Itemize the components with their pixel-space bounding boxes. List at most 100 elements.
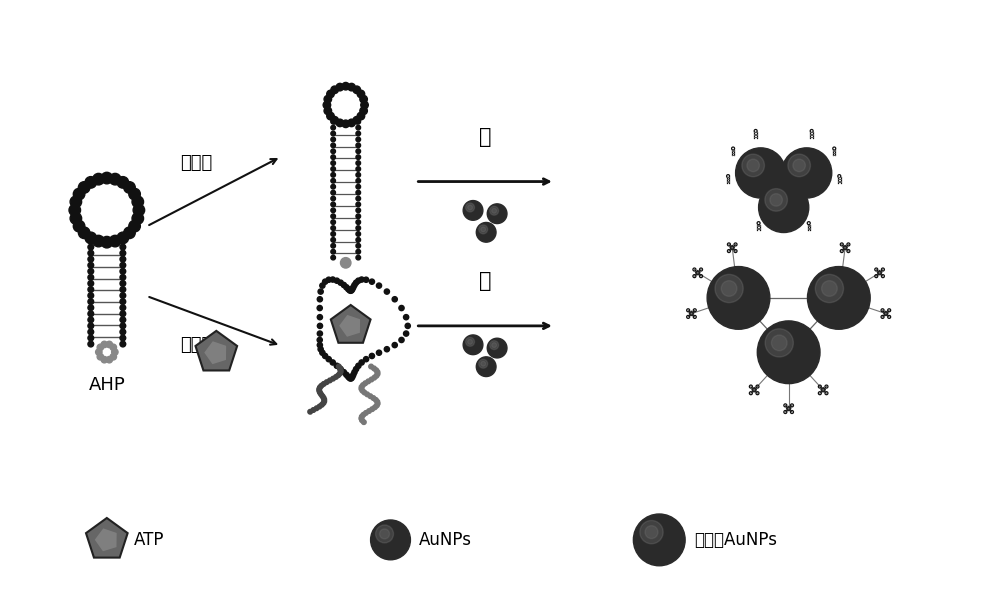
Circle shape bbox=[365, 392, 370, 397]
Circle shape bbox=[331, 178, 335, 183]
Circle shape bbox=[468, 340, 473, 344]
Circle shape bbox=[405, 323, 410, 329]
Circle shape bbox=[350, 287, 355, 291]
Circle shape bbox=[356, 137, 361, 142]
Circle shape bbox=[742, 154, 764, 177]
Text: 盐: 盐 bbox=[479, 271, 491, 291]
Circle shape bbox=[120, 238, 126, 244]
Circle shape bbox=[331, 220, 335, 224]
Circle shape bbox=[318, 347, 323, 352]
Circle shape bbox=[331, 237, 335, 242]
Polygon shape bbox=[690, 312, 693, 315]
Circle shape bbox=[317, 387, 321, 391]
Circle shape bbox=[331, 249, 335, 254]
Circle shape bbox=[356, 126, 361, 130]
Circle shape bbox=[317, 314, 322, 320]
Circle shape bbox=[132, 196, 144, 207]
Circle shape bbox=[342, 82, 349, 90]
Circle shape bbox=[331, 131, 335, 136]
Circle shape bbox=[331, 231, 335, 236]
Circle shape bbox=[338, 280, 343, 285]
Circle shape bbox=[347, 376, 352, 380]
Circle shape bbox=[124, 182, 135, 194]
Circle shape bbox=[466, 203, 475, 212]
Circle shape bbox=[311, 407, 316, 412]
Circle shape bbox=[326, 277, 331, 282]
Circle shape bbox=[356, 172, 361, 177]
Circle shape bbox=[356, 226, 361, 230]
Circle shape bbox=[782, 148, 832, 198]
Circle shape bbox=[340, 258, 351, 268]
Polygon shape bbox=[697, 272, 699, 274]
Circle shape bbox=[367, 409, 371, 413]
Circle shape bbox=[757, 321, 820, 383]
Circle shape bbox=[331, 255, 335, 260]
Circle shape bbox=[317, 343, 322, 348]
Circle shape bbox=[331, 166, 335, 171]
Circle shape bbox=[487, 204, 507, 224]
Circle shape bbox=[322, 397, 327, 402]
Circle shape bbox=[109, 236, 121, 247]
Circle shape bbox=[120, 250, 126, 256]
Circle shape bbox=[120, 244, 126, 250]
Circle shape bbox=[353, 117, 361, 124]
Circle shape bbox=[331, 208, 335, 213]
Circle shape bbox=[371, 520, 410, 560]
Polygon shape bbox=[730, 246, 734, 249]
Circle shape bbox=[357, 112, 365, 120]
Circle shape bbox=[348, 119, 355, 127]
Circle shape bbox=[324, 380, 329, 385]
Circle shape bbox=[319, 383, 324, 388]
Circle shape bbox=[356, 131, 361, 136]
Circle shape bbox=[317, 331, 322, 336]
Text: AHP: AHP bbox=[88, 376, 125, 394]
Circle shape bbox=[331, 149, 335, 154]
Circle shape bbox=[327, 112, 334, 120]
Circle shape bbox=[120, 263, 126, 268]
Polygon shape bbox=[696, 271, 699, 274]
Circle shape bbox=[353, 367, 359, 371]
Circle shape bbox=[88, 269, 94, 274]
Circle shape bbox=[101, 236, 113, 248]
Circle shape bbox=[360, 107, 367, 115]
Circle shape bbox=[319, 392, 323, 397]
Circle shape bbox=[463, 201, 483, 221]
Circle shape bbox=[334, 363, 339, 368]
Circle shape bbox=[336, 84, 344, 91]
Circle shape bbox=[120, 275, 126, 280]
Polygon shape bbox=[752, 388, 756, 391]
Circle shape bbox=[353, 86, 361, 94]
Circle shape bbox=[362, 420, 366, 424]
Polygon shape bbox=[731, 247, 733, 249]
Circle shape bbox=[85, 232, 97, 243]
Circle shape bbox=[369, 353, 375, 359]
Circle shape bbox=[765, 189, 787, 211]
Circle shape bbox=[338, 368, 343, 372]
Circle shape bbox=[356, 166, 361, 171]
Circle shape bbox=[392, 297, 397, 302]
Circle shape bbox=[707, 267, 770, 329]
Circle shape bbox=[88, 299, 94, 305]
Circle shape bbox=[374, 368, 379, 373]
Circle shape bbox=[359, 277, 364, 282]
Circle shape bbox=[788, 154, 810, 177]
Circle shape bbox=[356, 120, 361, 124]
Circle shape bbox=[110, 353, 117, 360]
Text: AuNPs: AuNPs bbox=[418, 531, 471, 549]
Circle shape bbox=[399, 305, 404, 311]
Circle shape bbox=[479, 359, 488, 368]
Circle shape bbox=[481, 361, 486, 366]
Circle shape bbox=[324, 96, 332, 103]
Circle shape bbox=[112, 349, 118, 355]
Circle shape bbox=[97, 353, 104, 360]
Circle shape bbox=[361, 412, 366, 417]
Circle shape bbox=[318, 390, 322, 395]
Circle shape bbox=[101, 356, 108, 363]
Circle shape bbox=[356, 220, 361, 224]
Circle shape bbox=[70, 196, 82, 207]
Circle shape bbox=[793, 159, 805, 172]
Circle shape bbox=[320, 403, 324, 407]
Circle shape bbox=[359, 416, 364, 421]
Circle shape bbox=[372, 376, 377, 380]
Circle shape bbox=[318, 289, 323, 294]
